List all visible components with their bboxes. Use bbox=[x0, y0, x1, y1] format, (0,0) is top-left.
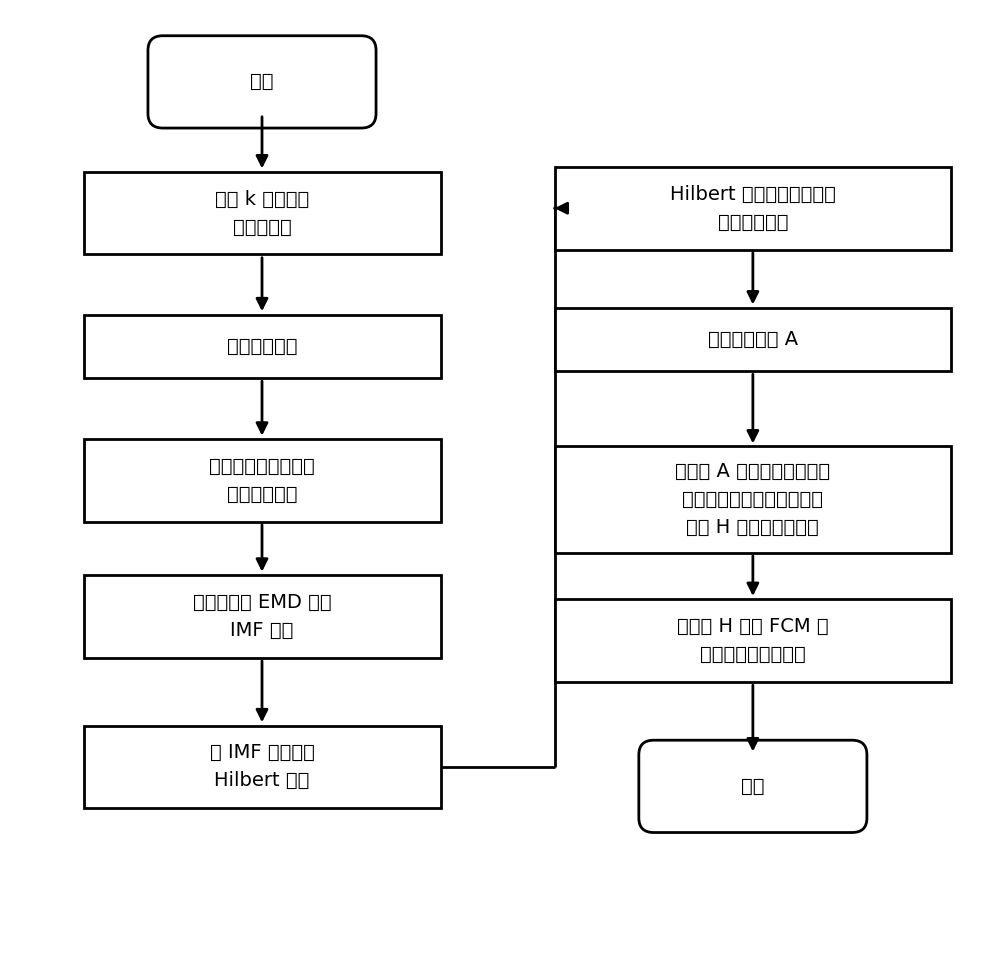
Text: 结束: 结束 bbox=[741, 777, 765, 796]
Text: 构建时频矩阵 A: 构建时频矩阵 A bbox=[708, 330, 798, 349]
Text: 对矩阵 A 求解奇异值形成各
振动信号对应的综合奇异值
矩阵 H 构成状态特征量: 对矩阵 A 求解奇异值形成各 振动信号对应的综合奇异值 矩阵 H 构成状态特征量 bbox=[675, 463, 830, 537]
FancyBboxPatch shape bbox=[639, 740, 867, 833]
Text: 截取有效信号: 截取有效信号 bbox=[227, 337, 297, 356]
Text: 以矩阵 H 作为 FCM 的
输入并进行状态诊断: 以矩阵 H 作为 FCM 的 输入并进行状态诊断 bbox=[677, 617, 829, 664]
FancyBboxPatch shape bbox=[84, 172, 441, 255]
FancyBboxPatch shape bbox=[555, 446, 951, 553]
Text: 振动信号经 EMD 得到
IMF 分量: 振动信号经 EMD 得到 IMF 分量 bbox=[193, 593, 331, 640]
FancyBboxPatch shape bbox=[148, 35, 376, 128]
FancyBboxPatch shape bbox=[84, 725, 441, 808]
FancyBboxPatch shape bbox=[84, 575, 441, 658]
Text: 各 IMF 分量进行
Hilbert 变换: 各 IMF 分量进行 Hilbert 变换 bbox=[210, 744, 314, 791]
FancyBboxPatch shape bbox=[555, 600, 951, 682]
FancyBboxPatch shape bbox=[84, 439, 441, 521]
Text: Hilbert 二维时频谱按频率
区间重构波形: Hilbert 二维时频谱按频率 区间重构波形 bbox=[670, 184, 836, 231]
Text: 确定信号频率范围及
分频区间数目: 确定信号频率范围及 分频区间数目 bbox=[209, 457, 315, 504]
Text: 输入 k 个振动信
号原始数据: 输入 k 个振动信 号原始数据 bbox=[215, 189, 309, 236]
FancyBboxPatch shape bbox=[84, 315, 441, 377]
FancyBboxPatch shape bbox=[555, 167, 951, 250]
Text: 开始: 开始 bbox=[250, 73, 274, 91]
FancyBboxPatch shape bbox=[555, 308, 951, 371]
